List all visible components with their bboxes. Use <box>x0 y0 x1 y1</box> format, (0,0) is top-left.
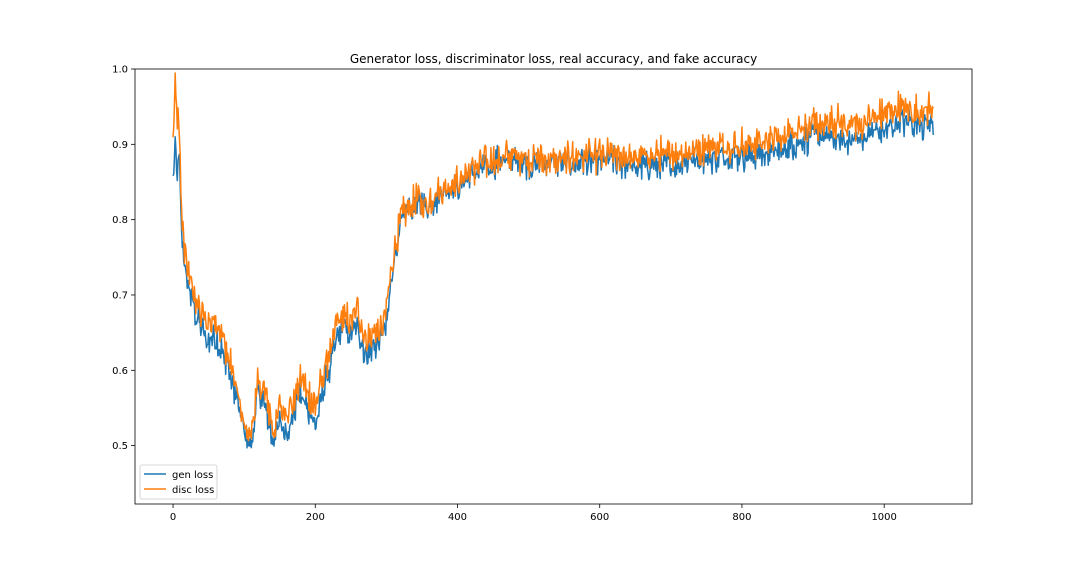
x-tick-label: 1000 <box>871 512 896 523</box>
y-tick-label: 0.7 <box>112 290 128 301</box>
chart-title: Generator loss, discriminator loss, real… <box>350 52 757 66</box>
x-tick-label: 600 <box>590 512 609 523</box>
x-tick-label: 800 <box>732 512 751 523</box>
legend-label-disc-loss: disc loss <box>172 485 214 496</box>
series-layer <box>172 72 934 449</box>
y-axis: 0.5 0.6 0.7 0.8 0.9 1.0 <box>112 65 135 452</box>
x-tick-label: 0 <box>170 512 176 523</box>
legend: gen loss disc loss <box>139 464 218 500</box>
series-line-disc-loss <box>172 72 934 442</box>
x-tick-label: 200 <box>306 512 325 523</box>
legend-label-gen-loss: gen loss <box>172 470 213 481</box>
y-tick-label: 1.0 <box>112 65 128 76</box>
y-tick-label: 0.6 <box>112 366 128 377</box>
y-tick-label: 0.5 <box>112 441 128 452</box>
series-line-gen-loss <box>172 108 934 449</box>
y-tick-label: 0.9 <box>112 140 128 151</box>
y-tick-label: 0.8 <box>112 215 128 226</box>
plot-frame <box>134 68 973 505</box>
x-tick-label: 400 <box>448 512 467 523</box>
x-axis: 0 200 400 600 800 1000 <box>170 504 897 523</box>
